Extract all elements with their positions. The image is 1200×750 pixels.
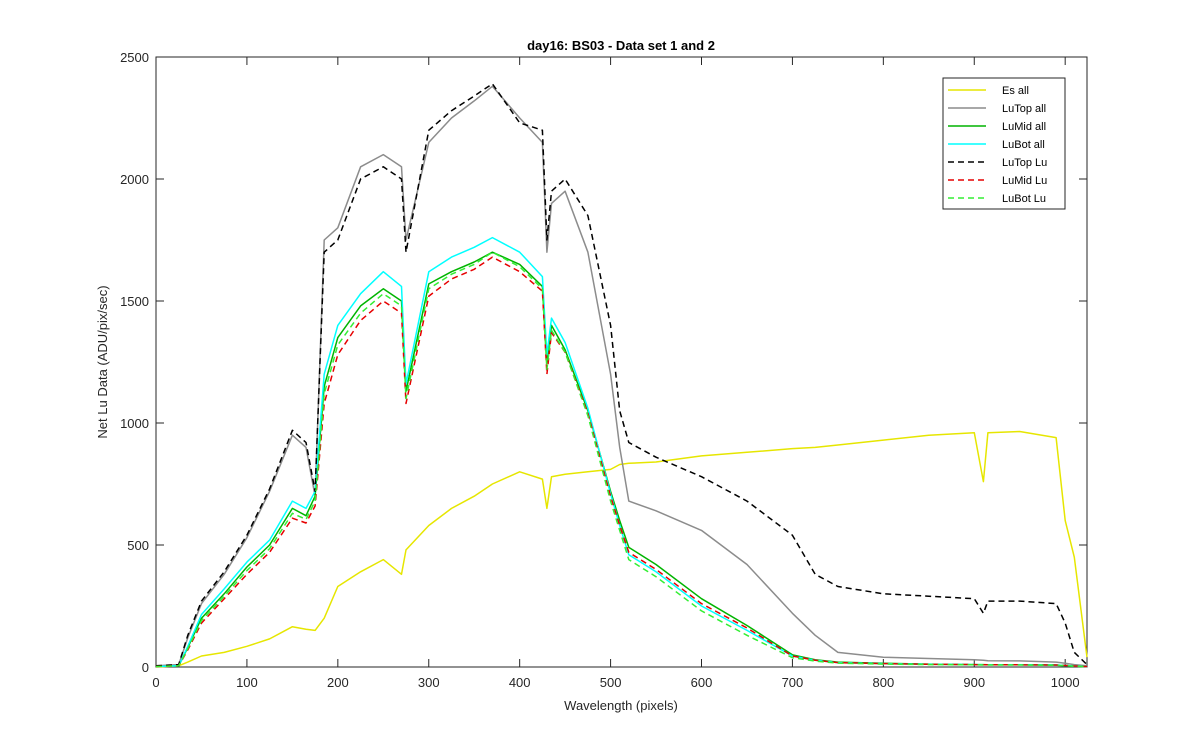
legend-entry: LuBot all: [1002, 139, 1045, 151]
x-tick-label: 900: [963, 675, 985, 690]
x-tick-label: 800: [872, 675, 894, 690]
series-line-1: [155, 430, 1088, 668]
legend-entry: Es all: [1002, 85, 1029, 97]
y-tick-label: 2500: [120, 50, 149, 65]
legend-entry: LuBot Lu: [1002, 193, 1046, 205]
y-tick-label: 2000: [120, 172, 149, 187]
plot-area: [155, 56, 1088, 668]
x-tick-label: 100: [236, 675, 258, 690]
y-tick-label: 1500: [120, 294, 149, 309]
x-tick-label: 600: [691, 675, 713, 690]
x-tick-label: 700: [782, 675, 804, 690]
legend-entry: LuMid Lu: [1002, 175, 1047, 187]
series-line-2: [155, 85, 1088, 667]
chart-title: day16: BS03 - Data set 1 and 2: [527, 38, 715, 53]
series-line-6: [155, 256, 1088, 668]
y-tick-label: 500: [127, 538, 149, 553]
y-tick-label: 0: [142, 660, 149, 675]
x-axis-label: Wavelength (pixels): [564, 698, 678, 713]
legend: Es all LuTop all LuMid all LuBot all LuTop L…: [942, 77, 1066, 210]
x-tick-label: 200: [327, 675, 349, 690]
legend-entry: LuTop Lu: [1002, 157, 1047, 169]
x-tick-label: 400: [509, 675, 531, 690]
series-lines: [155, 83, 1088, 668]
x-tick-label: 500: [600, 675, 622, 690]
y-axis-label: Net Lu Data (ADU/pix/sec): [95, 285, 110, 438]
x-tick-label: 300: [418, 675, 440, 690]
x-tick-label: 1000: [1051, 675, 1080, 690]
y-tick-label: 1000: [120, 416, 149, 431]
legend-entry: LuMid all: [1002, 121, 1046, 133]
series-line-5: [155, 83, 1088, 667]
axes-box: [155, 56, 1088, 668]
legend-entry: LuTop all: [1002, 103, 1046, 115]
x-tick-label: 0: [152, 675, 159, 690]
series-line-7: [155, 251, 1088, 668]
axis-ticks: 0 100 200 300 400 500 600 700 800 900 1000 0 500 1000…: [120, 50, 1087, 690]
